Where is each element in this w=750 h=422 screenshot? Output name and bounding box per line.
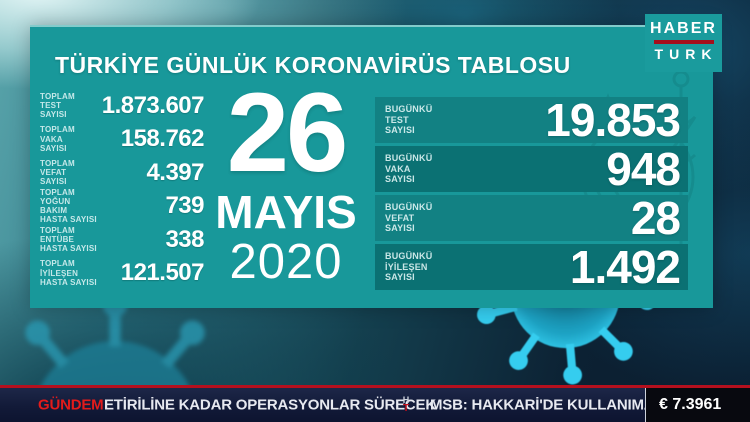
stat-label: BUGÜNKÜ VEFAT SAYISI xyxy=(385,202,433,234)
ticker-headline: MSB: HAKKARİ'DE KULLANIMA HA xyxy=(430,396,645,414)
table-row-total-test: TOPLAM TEST SAYISI 1.873.607 xyxy=(40,89,205,123)
table-row-total-iyilesen: TOPLAM İYİLEŞEN HASTA SAYISI 121.507 xyxy=(40,257,205,291)
stat-value: 338 xyxy=(165,225,204,253)
ticker-headline: ETİRİLİNE KADAR OPERASYONLAR SÜRECEK xyxy=(104,396,436,414)
ht-separator-icon: H T xyxy=(399,394,413,414)
stat-value: 121.507 xyxy=(120,259,205,287)
table-row-total-vaka: TOPLAM VAKA SAYISI 158.762 xyxy=(40,123,205,157)
date-year: 2020 xyxy=(229,234,343,289)
stat-label: BUGÜNKÜ TEST SAYISI xyxy=(385,104,433,136)
date-block: 26 MAYIS 2020 xyxy=(202,70,370,289)
stat-value: 1.492 xyxy=(569,241,681,293)
today-column: BUGÜNKÜ TEST SAYISI 19.853 BUGÜNKÜ VAKA … xyxy=(375,94,688,293)
logo-text-turk: TURK xyxy=(654,46,718,62)
stat-value: 4.397 xyxy=(146,158,204,186)
currency-value: € 7.3961 xyxy=(659,396,722,413)
stat-label: TOPLAM YOĞUN BAKIM HASTA SAYISI xyxy=(40,187,97,225)
ht-separator-top: H xyxy=(402,394,410,405)
stat-label: BUGÜNKÜ İYİLEŞEN SAYISI xyxy=(385,251,433,283)
ticker-red-line xyxy=(0,385,750,388)
news-ticker: GÜNDEM ETİRİLİNE KADAR OPERASYONLAR SÜRE… xyxy=(0,388,645,422)
today-stat-box-vaka: BUGÜNKÜ VAKA SAYISI 948 xyxy=(375,143,688,195)
today-stat-box-vefat: BUGÜNKÜ VEFAT SAYISI 28 xyxy=(375,192,688,244)
table-row-total-yogun-bakim: TOPLAM YOĞUN BAKIM HASTA SAYISI 739 xyxy=(40,187,204,225)
today-stat-box-iyilesen: BUGÜNKÜ İYİLEŞEN SAYISI 1.492 xyxy=(375,241,688,293)
covid-table-panel: TÜRKİYE GÜNLÜK KORONAVİRÜS TABLOSU TOPLA… xyxy=(30,25,713,308)
stat-value: 19.853 xyxy=(545,94,681,146)
ht-separator-bottom: T xyxy=(402,402,410,414)
today-stat-box-test: BUGÜNKÜ TEST SAYISI 19.853 xyxy=(375,94,688,146)
stat-label: TOPLAM VAKA SAYISI xyxy=(40,125,75,153)
table-row-total-vefat: TOPLAM VEFAT SAYISI 4.397 xyxy=(40,156,204,190)
stat-value: 1.873.607 xyxy=(101,91,205,119)
haberturk-logo: HABER TURK xyxy=(645,14,722,72)
stat-label: TOPLAM ENTÜBE HASTA SAYISI xyxy=(40,225,97,254)
ticker-category: GÜNDEM xyxy=(38,396,104,414)
date-month: MAYIS xyxy=(215,185,357,238)
currency-box: € 7.3961 xyxy=(645,388,750,422)
stat-value: 28 xyxy=(630,192,681,244)
logo-red-bar xyxy=(653,40,714,44)
stat-value: 948 xyxy=(606,143,681,195)
totals-column: TOPLAM TEST SAYISI 1.873.607 TOPLAM VAKA… xyxy=(40,89,205,291)
stat-value: 158.762 xyxy=(120,125,205,153)
stat-value: 739 xyxy=(165,192,204,220)
date-day: 26 xyxy=(226,70,349,195)
page-title: TÜRKİYE GÜNLÜK KORONAVİRÜS TABLOSU xyxy=(55,52,571,78)
stat-label: TOPLAM VEFAT SAYISI xyxy=(40,158,75,187)
table-row-total-entube: TOPLAM ENTÜBE HASTA SAYISI 338 xyxy=(40,223,204,257)
stat-label: BUGÜNKÜ VAKA SAYISI xyxy=(385,153,433,185)
logo-text-haber: HABER xyxy=(650,20,717,37)
stat-label: TOPLAM TEST SAYISI xyxy=(40,91,75,120)
stat-label: TOPLAM İYİLEŞEN HASTA SAYISI xyxy=(40,259,97,287)
